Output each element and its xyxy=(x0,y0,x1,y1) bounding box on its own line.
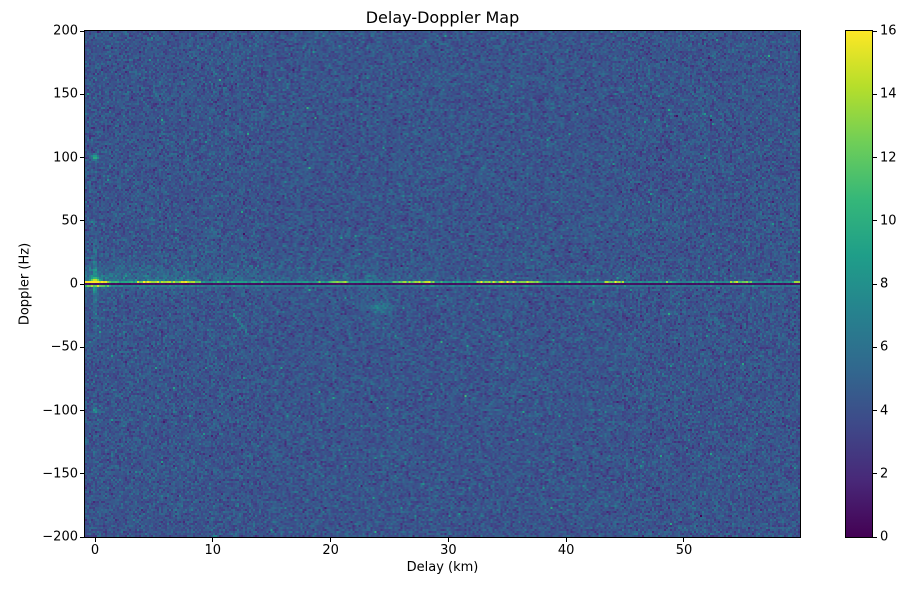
colorbar-tick-label: 2 xyxy=(880,466,889,482)
colorbar-tick-mark xyxy=(873,283,877,285)
colorbar-tick-mark xyxy=(873,93,877,95)
y-tick-label: 150 xyxy=(53,86,78,102)
y-tick-mark xyxy=(80,346,84,348)
colorbar-tick-mark xyxy=(873,157,877,158)
x-tick-mark xyxy=(683,538,685,542)
x-tick-label: 40 xyxy=(557,543,575,558)
y-tick-label: −200 xyxy=(42,529,78,545)
colorbar-tick-label: 4 xyxy=(880,403,889,418)
colorbar-tick-label: 0 xyxy=(880,529,889,545)
y-tick-mark xyxy=(80,93,84,95)
x-tick-mark xyxy=(212,538,214,542)
y-tick-label: 50 xyxy=(61,213,78,229)
x-axis-label: Delay (km) xyxy=(406,560,479,575)
colorbar-tick-mark xyxy=(873,220,877,222)
colorbar-tick-label: 10 xyxy=(880,213,897,229)
colorbar-tick-mark xyxy=(873,346,877,348)
colorbar-tick-mark xyxy=(873,536,877,538)
colorbar xyxy=(845,30,873,538)
y-tick-mark xyxy=(80,536,84,538)
x-tick-label: 0 xyxy=(90,543,100,558)
y-tick-label: −100 xyxy=(42,403,78,418)
chart-title: Delay-Doppler Map xyxy=(365,8,520,27)
x-tick-label: 50 xyxy=(675,543,693,558)
colorbar-tick-label: 8 xyxy=(880,276,889,292)
y-tick-mark xyxy=(80,410,84,411)
colorbar-tick-label: 6 xyxy=(880,339,889,355)
x-tick-label: 10 xyxy=(204,543,222,558)
colorbar-tick-mark xyxy=(873,410,877,411)
y-tick-mark xyxy=(80,30,84,32)
y-tick-mark xyxy=(80,157,84,158)
colorbar-tick-label: 16 xyxy=(880,23,897,39)
x-tick-mark xyxy=(447,538,449,542)
x-tick-mark xyxy=(565,538,567,542)
heatmap-image xyxy=(85,31,800,537)
x-tick-mark xyxy=(94,538,96,542)
y-tick-mark xyxy=(80,473,84,475)
y-tick-label: 100 xyxy=(53,150,78,165)
y-tick-mark xyxy=(80,220,84,222)
y-tick-label: −150 xyxy=(42,466,78,482)
x-tick-label: 20 xyxy=(322,543,339,558)
y-tick-mark xyxy=(80,283,84,285)
y-tick-label: 0 xyxy=(69,276,78,292)
plot-area xyxy=(84,30,801,538)
y-tick-label: −50 xyxy=(50,339,78,355)
y-tick-label: 200 xyxy=(53,23,78,39)
colorbar-tick-mark xyxy=(873,473,877,475)
colorbar-tick-label: 14 xyxy=(880,86,897,102)
x-tick-label: 30 xyxy=(440,543,457,558)
x-tick-mark xyxy=(330,538,332,542)
colorbar-tick-mark xyxy=(873,30,877,32)
y-axis-label: Doppler (Hz) xyxy=(17,242,33,326)
colorbar-tick-label: 12 xyxy=(880,150,897,165)
